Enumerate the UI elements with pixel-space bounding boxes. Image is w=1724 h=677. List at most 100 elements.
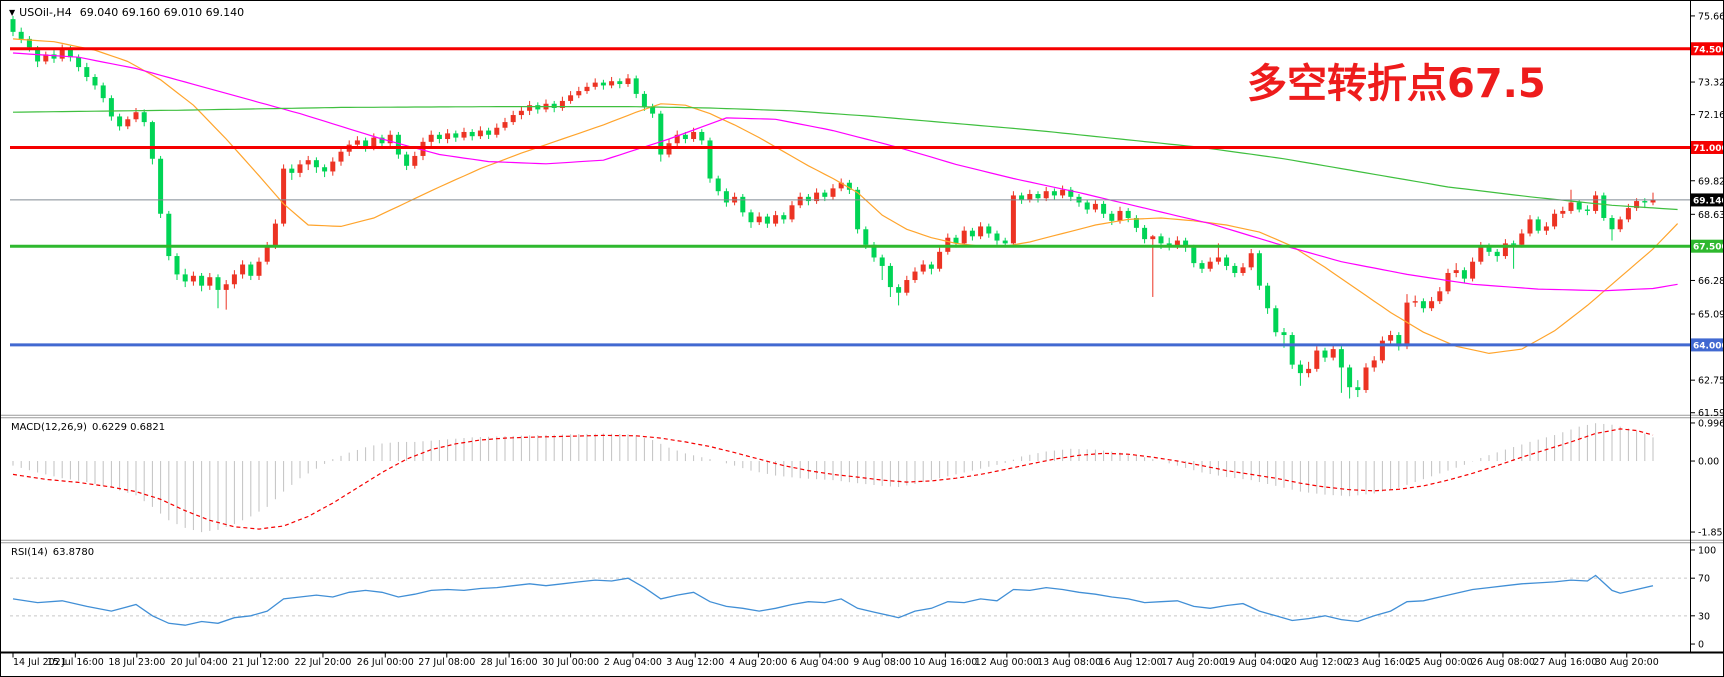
candle-body	[51, 54, 57, 59]
price-badge-label: 74.500	[1693, 45, 1724, 55]
candle-body	[1445, 272, 1451, 292]
candle-body	[1068, 189, 1074, 197]
candle-body	[1363, 367, 1369, 391]
candle-body	[1404, 302, 1410, 347]
candle-body	[863, 229, 869, 245]
time-axis-label: 2 Aug 04:00	[604, 657, 662, 668]
candle-body	[559, 100, 565, 108]
candle-body	[855, 189, 861, 230]
rsi-axis-label: 30	[1698, 611, 1710, 622]
candle-body	[937, 251, 943, 269]
price-badge-label: 69.140	[1693, 196, 1724, 206]
candle-body	[1256, 253, 1262, 286]
candle-body	[354, 140, 360, 145]
time-axis-label: 6 Aug 04:00	[791, 657, 849, 668]
candle-body	[1215, 257, 1221, 262]
macd-name: MACD(12,26,9)	[11, 422, 87, 433]
candle-body	[527, 105, 533, 111]
candle-body	[1388, 335, 1394, 341]
candle-body	[1240, 267, 1246, 273]
candle-body	[1535, 219, 1541, 231]
candle-body	[920, 264, 926, 272]
candle-body	[789, 205, 795, 220]
candle-body	[1502, 243, 1508, 257]
candle-body	[740, 196, 746, 213]
price-axis-label: 62.750	[1698, 376, 1724, 387]
candle-body	[1043, 191, 1049, 199]
symbol-title: ▼ USOil-,H4 69.040 69.160 69.010 69.140	[9, 6, 244, 19]
candle-body	[1560, 210, 1566, 214]
price-axis-label: 68.630	[1698, 210, 1724, 221]
candle-body	[887, 265, 893, 288]
candle-body	[576, 91, 582, 96]
candle-body	[699, 131, 705, 141]
candle-body	[428, 134, 434, 142]
macd-histogram	[12, 423, 1654, 533]
candle-body	[461, 131, 467, 138]
price-badge-71.000	[1691, 140, 1723, 154]
rsi-axis-label: 0	[1698, 640, 1704, 651]
candle-body	[256, 261, 262, 276]
time-axis-label: 4 Aug 20:00	[729, 657, 787, 668]
rsi-axis-label: 70	[1698, 574, 1710, 585]
annotation-text[interactable]: 多空转折点67.5	[1247, 61, 1546, 107]
candle-body	[117, 116, 123, 127]
candle-body	[215, 277, 221, 290]
candle-body	[395, 134, 401, 155]
candle-body	[1437, 291, 1443, 302]
candle-body	[387, 134, 393, 144]
rsi-name: RSI(14)	[11, 547, 48, 558]
candle-body	[1248, 253, 1254, 268]
candle-body	[1617, 219, 1623, 230]
time-axis-label: 27 Jul 08:00	[418, 657, 475, 668]
candle-body	[551, 103, 557, 108]
candle-body	[1002, 240, 1008, 244]
candle-body	[953, 237, 959, 244]
candle-body	[108, 98, 114, 117]
time-axis-label: 17 Aug 20:00	[1161, 657, 1225, 668]
candle-body	[453, 133, 459, 138]
candle-body	[313, 160, 319, 168]
candle-body	[1494, 251, 1500, 257]
candle-body	[1486, 246, 1492, 252]
time-axis-label: 26 Jul 00:00	[357, 657, 414, 668]
candle-body	[1174, 240, 1180, 247]
candle-body	[1576, 202, 1582, 210]
candle-body	[207, 277, 213, 286]
candle-body	[691, 131, 697, 140]
time-axis-label: 21 Jul 12:00	[232, 657, 289, 668]
candle-body	[1092, 203, 1098, 210]
time-axis-label: 19 Aug 04:00	[1223, 657, 1287, 668]
candle-body	[1199, 263, 1205, 269]
candle-body	[1281, 332, 1287, 336]
candle-body	[1051, 191, 1057, 196]
candle-body	[814, 192, 820, 202]
candle-body	[1183, 240, 1189, 248]
candle-body	[67, 48, 73, 58]
candle-body	[805, 196, 811, 202]
candle-body	[1396, 335, 1402, 347]
candle-body	[92, 76, 98, 86]
collapse-arrow-icon[interactable]: ▼	[9, 8, 16, 17]
candle-body	[1355, 387, 1361, 391]
candle-body	[494, 127, 500, 135]
time-axis-label: 20 Aug 12:00	[1285, 657, 1349, 668]
price-axis: 75.665 73.320 72.165 69.820 68.630 66.285 65.0…	[1690, 11, 1724, 651]
candle-body	[182, 274, 188, 282]
candle-body	[707, 140, 713, 179]
time-axis-label: 20 Jul 04:00	[171, 657, 228, 668]
candle-body	[756, 216, 762, 223]
candle-body	[1371, 360, 1377, 368]
candle-body	[781, 215, 787, 220]
candle-body	[436, 134, 442, 140]
candle-body	[838, 182, 844, 189]
candle-body	[1314, 350, 1320, 369]
time-axis-label: 26 Aug 08:00	[1471, 657, 1535, 668]
price-badge-74.500	[1691, 42, 1723, 56]
time-axis-label: 23 Aug 16:00	[1347, 657, 1411, 668]
candle-body	[305, 160, 311, 165]
candle-body	[674, 134, 680, 144]
candle-body	[469, 131, 475, 137]
